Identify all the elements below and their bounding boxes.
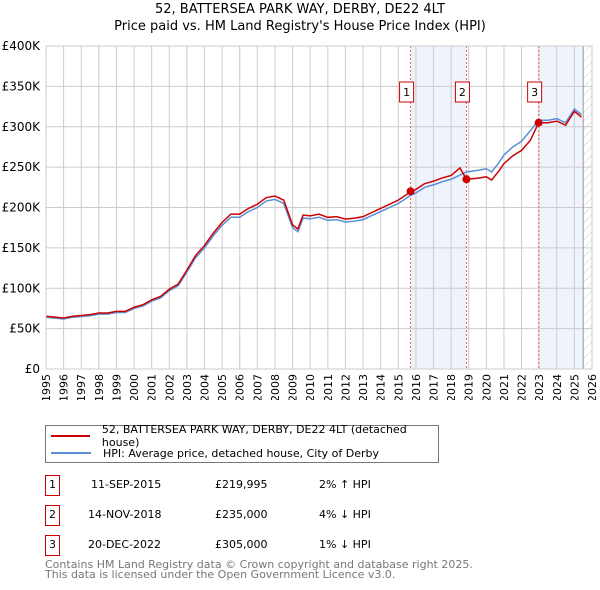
legend-red-line-icon <box>51 435 90 437</box>
x-tick-label: 2016 <box>410 374 423 400</box>
x-tick-label: 2025 <box>568 374 581 400</box>
series-line <box>45 107 582 320</box>
y-tick-label: £350K <box>2 79 42 93</box>
sale-hpi-diff: 1% ↓ HPI <box>319 538 371 551</box>
chart-subtitle: Price paid vs. HM Land Registry's House … <box>114 19 486 34</box>
sale-number-badge: 1 <box>45 475 60 496</box>
sale-hpi-diff: 2% ↑ HPI <box>319 478 371 491</box>
footer-copyright: Contains HM Land Registry data © Crown c… <box>45 558 473 571</box>
sale-date: 11-SEP-2015 <box>91 478 162 491</box>
x-tick-label: 2000 <box>128 374 141 400</box>
legend: 52, BATTERSEA PARK WAY, DERBY, DE22 4LT … <box>45 423 439 463</box>
sale-label-box <box>527 81 543 103</box>
x-tick-label: 2022 <box>516 374 529 400</box>
x-tick-label: 2002 <box>163 374 176 400</box>
plot-border <box>45 45 593 370</box>
sale-row: 3 20-DEC-2022 £305,000 1% ↓ HPI <box>45 535 465 556</box>
x-tick-label: 2005 <box>216 374 229 400</box>
y-tick-label: £250K <box>2 160 42 174</box>
legend-label-property: 52, BATTERSEA PARK WAY, DERBY, DE22 4LT … <box>101 423 407 449</box>
x-tick-label: 1999 <box>110 374 123 400</box>
x-tick-label: 1996 <box>58 374 71 400</box>
x-tick-label: 2008 <box>269 374 282 400</box>
sale-label: 1 <box>403 86 410 99</box>
sale-price: £305,000 <box>215 538 268 551</box>
x-tick-label: 2013 <box>357 374 370 400</box>
sale-number-badge: 3 <box>45 535 60 556</box>
x-tick-label: 2003 <box>181 374 194 400</box>
sale-row: 2 14-NOV-2018 £235,000 4% ↓ HPI <box>45 505 465 526</box>
y-tick-label: £200K <box>2 201 42 215</box>
x-tick-label: 2012 <box>339 374 352 400</box>
x-tick-label: 2021 <box>498 374 511 400</box>
x-tick-label: 2006 <box>234 374 247 400</box>
sale-date: 14-NOV-2018 <box>88 508 162 521</box>
y-tick-label: £300K <box>2 120 42 134</box>
y-tick-label: £0 <box>25 362 40 376</box>
sale-label-box <box>399 81 415 103</box>
y-tick-label: £150K <box>2 241 42 255</box>
sale-point <box>462 175 471 184</box>
sale-number-badge: 2 <box>45 505 60 526</box>
sale-label: 2 <box>459 86 466 99</box>
plot-area: 1995 1996 1997 1998 1999 2000 2001 2002 2003 2004… <box>2 39 599 400</box>
x-tick-label: 1995 <box>40 374 53 400</box>
x-tick-label: 2018 <box>445 374 458 400</box>
sale-label-box <box>454 81 470 103</box>
x-tick-label: 2017 <box>427 374 440 400</box>
sale-point <box>534 118 543 127</box>
sale-label: 3 <box>531 86 538 99</box>
x-tick-label: 2026 <box>586 374 599 400</box>
x-tick-label: 2004 <box>199 374 212 400</box>
x-tick-label: 2019 <box>463 374 476 400</box>
x-tick-label: 2014 <box>375 374 388 400</box>
x-tick-label: 2007 <box>251 374 264 400</box>
sale-date: 20-DEC-2022 <box>88 538 162 551</box>
y-tick-label: £50K <box>9 322 41 336</box>
x-tick-label: 2011 <box>322 374 335 400</box>
sale-price: £235,000 <box>215 508 268 521</box>
sale-point <box>406 187 415 196</box>
chart-title: 52, BATTERSEA PARK WAY, DERBY, DE22 4LT <box>154 2 446 17</box>
x-tick-label: 2009 <box>287 374 300 400</box>
x-tick-label: 2020 <box>480 374 493 400</box>
x-tick-label: 1998 <box>93 374 106 400</box>
y-tick-label: £400K <box>2 39 42 53</box>
sale-hpi-diff: 4% ↓ HPI <box>319 508 371 521</box>
x-tick-label: 2015 <box>392 374 405 400</box>
sale-row: 1 11-SEP-2015 £219,995 2% ↑ HPI <box>45 475 465 496</box>
y-tick-label: £100K <box>2 281 42 295</box>
footer: Contains HM Land Registry data © Crown c… <box>45 558 473 581</box>
series-line <box>45 110 582 319</box>
footer-licence: This data is licensed under the Open Gov… <box>45 568 396 581</box>
x-tick-label: 2010 <box>304 374 317 400</box>
x-tick-label: 2023 <box>533 374 546 400</box>
sale-price: £219,995 <box>215 478 268 491</box>
x-tick-label: 2001 <box>146 374 159 400</box>
legend-label-hpi: HPI: Average price, detached house, City… <box>103 446 380 460</box>
x-tick-label: 2024 <box>551 374 564 400</box>
legend-blue-line-icon <box>51 452 91 454</box>
x-tick-label: 1997 <box>75 374 88 400</box>
